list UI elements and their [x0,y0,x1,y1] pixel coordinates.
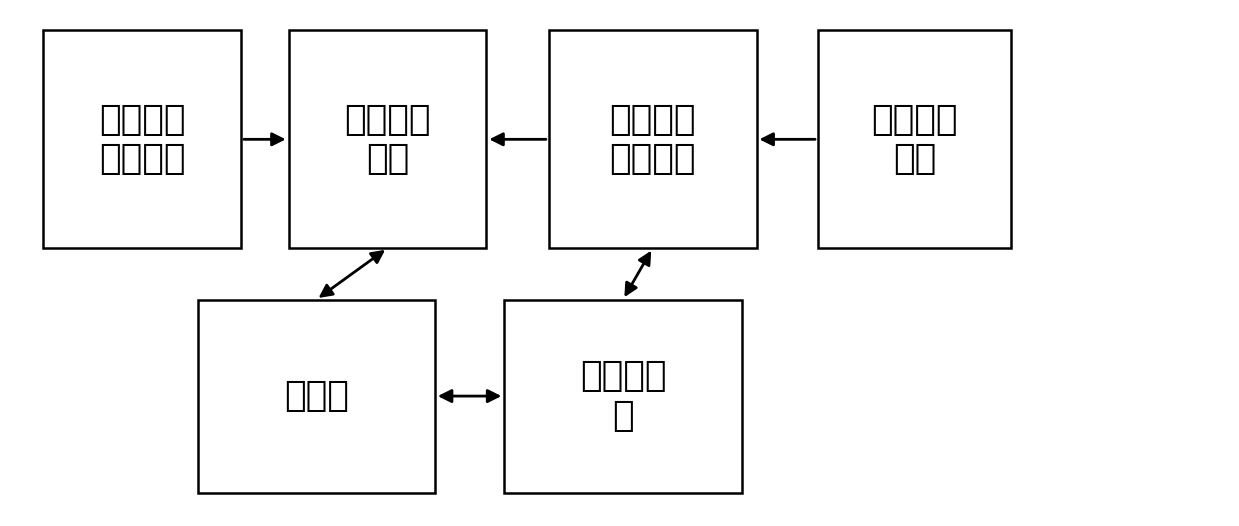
Text: 车载信息
采集模块: 车载信息 采集模块 [610,103,696,176]
Bar [818,31,1011,248]
Bar [43,31,242,248]
Text: 服务器: 服务器 [284,379,348,413]
Text: 车载评判
模块: 车载评判 模块 [344,103,431,176]
Bar [197,300,435,492]
Bar [549,31,757,248]
Bar [289,31,487,248]
Text: 场地信息
采集模块: 场地信息 采集模块 [99,103,186,176]
Bar [504,300,742,492]
Text: 图像采集
设备: 图像采集 设备 [871,103,958,176]
Text: 音视频设
备: 音视频设 备 [580,359,667,433]
